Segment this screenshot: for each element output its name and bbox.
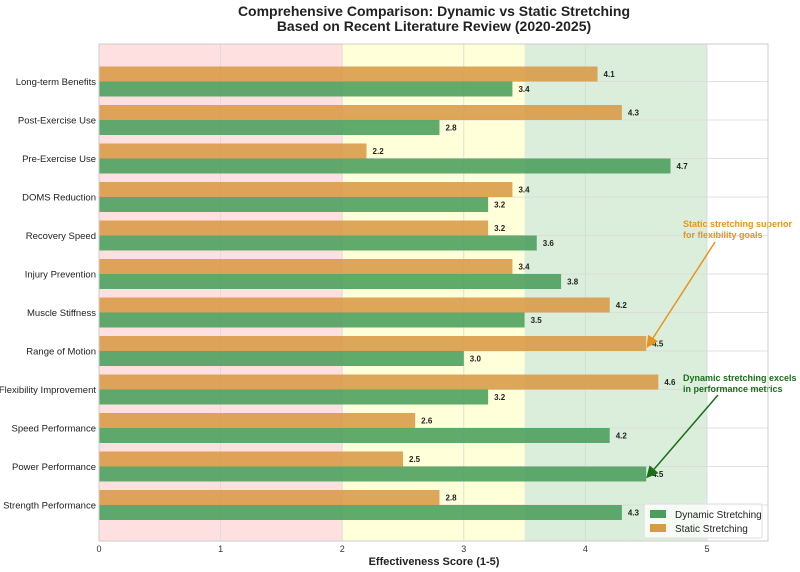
value-label-static: 2.6 <box>421 417 433 426</box>
value-label-dynamic: 3.5 <box>531 316 543 325</box>
bar-static <box>99 413 416 428</box>
plot-frame <box>98 43 769 542</box>
value-label-dynamic: 4.7 <box>677 162 689 171</box>
value-label-static: 3.4 <box>518 186 530 195</box>
bar-static <box>99 220 489 236</box>
value-label-dynamic: 3.8 <box>567 278 579 287</box>
y-tick-label: Post-Exercise Use <box>18 116 96 127</box>
y-tick-label: Injury Prevention <box>25 270 96 281</box>
value-label-dynamic: 3.4 <box>518 85 530 94</box>
value-label-dynamic: 3.2 <box>494 201 506 210</box>
bar-static <box>99 143 367 159</box>
annotation-arrow <box>646 394 719 479</box>
y-tick-label: Long-term Benefits <box>16 77 97 88</box>
y-tick-label: Range of Motion <box>26 347 96 358</box>
value-label-static: 4.5 <box>652 340 664 349</box>
bar-static <box>99 182 513 197</box>
y-tick-label: Speed Performance <box>12 424 97 435</box>
bar-static <box>99 105 622 120</box>
x-axis-ticks: 0 1 2 3 4 5 <box>96 544 709 554</box>
value-label-dynamic: 2.8 <box>445 124 457 133</box>
value-label-static: 2.5 <box>409 455 421 464</box>
x-tick-label: 0 <box>96 544 101 554</box>
y-tick-label: Flexibility Improvement <box>0 385 96 396</box>
value-label-static: 2.8 <box>445 494 457 503</box>
bar-dynamic <box>99 351 464 366</box>
annotation-text: for flexibility goals <box>683 230 763 240</box>
legend-label-static: Static Stretching <box>675 524 748 535</box>
value-label-static: 3.2 <box>494 224 506 233</box>
annotation-text: Dynamic stretching excels <box>683 373 797 383</box>
value-label-dynamic: 4.2 <box>616 432 628 441</box>
y-tick-label: Strength Performance <box>3 501 96 512</box>
value-label-static: 4.6 <box>664 378 676 387</box>
value-label-dynamic: 3.6 <box>543 239 555 248</box>
bar-static <box>99 336 647 351</box>
legend-swatch-dynamic <box>650 510 666 518</box>
bar-static <box>99 451 403 467</box>
bar-dynamic <box>99 312 525 328</box>
y-tick-label: DOMS Reduction <box>22 193 96 204</box>
x-tick-label: 1 <box>218 544 223 554</box>
value-label-static: 3.4 <box>518 263 530 272</box>
value-label-static: 4.3 <box>628 109 640 118</box>
chart-subtitle: Based on Recent Literature Review (2020-… <box>277 18 591 34</box>
bar-static <box>99 297 610 313</box>
x-tick-label: 5 <box>704 544 709 554</box>
bar-static <box>99 374 659 390</box>
bar-dynamic <box>99 466 647 482</box>
bar-dynamic <box>99 158 671 174</box>
value-label-dynamic: 4.3 <box>628 509 640 518</box>
value-label-static: 4.2 <box>616 301 628 310</box>
bar-dynamic <box>99 274 562 289</box>
bar-dynamic <box>99 505 622 520</box>
bar-dynamic <box>99 389 489 405</box>
bar-dynamic <box>99 197 489 212</box>
bar-dynamic <box>99 81 513 97</box>
y-tick-label: Pre-Exercise Use <box>22 154 96 165</box>
annotation-text: Static stretching superior <box>683 219 793 229</box>
legend-label-dynamic: Dynamic Stretching <box>675 510 762 521</box>
y-tick-label: Power Performance <box>12 462 96 473</box>
legend-swatch-static <box>650 524 666 532</box>
annotation-text: in performance metrics <box>683 384 783 394</box>
value-label-dynamic: 4.5 <box>652 470 664 479</box>
annotation-arrow <box>646 241 716 349</box>
y-tick-label: Muscle Stiffness <box>27 308 96 319</box>
x-tick-label: 4 <box>583 544 588 554</box>
legend-box <box>643 503 763 539</box>
value-label-dynamic: 3.0 <box>470 355 482 364</box>
value-label-dynamic: 3.2 <box>494 393 506 402</box>
bar-dynamic <box>99 428 610 443</box>
x-tick-label: 3 <box>461 544 466 554</box>
value-label-static: 2.2 <box>373 147 385 156</box>
zone-2 <box>524 44 707 541</box>
bar-dynamic <box>99 235 537 251</box>
bar-static <box>99 490 440 505</box>
x-axis-label: Effectiveness Score (1-5) <box>369 556 500 568</box>
x-tick-label: 2 <box>340 544 345 554</box>
bar-dynamic <box>99 120 440 135</box>
legend: Dynamic Stretching Static Stretching <box>643 503 763 539</box>
value-label-static: 4.1 <box>604 70 616 79</box>
bar-static <box>99 259 513 274</box>
y-tick-label: Recovery Speed <box>26 231 96 242</box>
y-axis-labels: Strength Performance Power Performance Spe… <box>0 77 96 512</box>
bar-static <box>99 66 598 82</box>
chart-title: Comprehensive Comparison: Dynamic vs Sta… <box>238 3 630 19</box>
bars <box>99 66 671 520</box>
